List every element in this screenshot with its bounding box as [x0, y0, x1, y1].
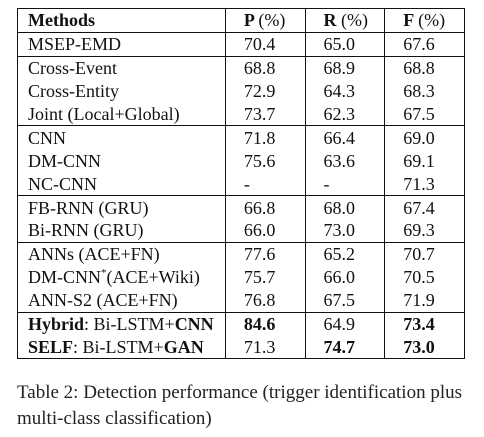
- method-cell: ANN-S2 (ACE+FN): [17, 288, 226, 313]
- recall-cell: 65.2: [304, 241, 386, 266]
- precision-cell: 68.8: [224, 55, 306, 80]
- method-cell: MSEP-EMD: [17, 31, 226, 57]
- method-cell: ANNs (ACE+FN): [17, 241, 226, 266]
- header-methods: Methods: [17, 8, 226, 33]
- precision-cell: 76.8: [224, 288, 306, 313]
- method-cell: CNN: [17, 125, 226, 150]
- table-row: Hybrid: Bi-LSTM+CNN 84.6 64.9 73.4: [17, 311, 465, 336]
- table-row: MSEP-EMD 70.4 65.0 67.6: [17, 31, 465, 57]
- precision-cell: 66.8: [224, 195, 306, 220]
- f1-cell: 67.4: [384, 195, 465, 220]
- method-cell: NC-CNN: [17, 172, 226, 196]
- f1-cell: 69.1: [384, 149, 465, 173]
- table-caption: Table 2: Detection performance (trigger …: [17, 382, 462, 429]
- f1-cell: 68.8: [384, 55, 465, 80]
- method-cell: Cross-Event: [17, 55, 226, 80]
- method-cell: DM-CNN*(ACE+Wiki): [17, 265, 226, 289]
- method-cell: Bi-RNN (GRU): [17, 219, 226, 243]
- method-cell: Hybrid: Bi-LSTM+CNN: [17, 311, 226, 336]
- recall-cell: 73.0: [304, 219, 386, 243]
- f1-cell: 67.5: [384, 102, 465, 126]
- f1-cell: 73.4: [384, 311, 465, 336]
- header-row: Methods P (%) R (%) F (%): [17, 8, 465, 33]
- precision-cell: 73.7: [224, 102, 306, 126]
- precision-cell: 84.6: [224, 311, 306, 336]
- precision-cell: 77.6: [224, 241, 306, 266]
- method-cell: SELF: Bi-LSTM+GAN: [17, 335, 226, 360]
- precision-cell: -: [224, 172, 306, 196]
- f1-cell: 70.5: [384, 265, 465, 289]
- f1-cell: 68.3: [384, 79, 465, 103]
- recall-cell: -: [304, 172, 386, 196]
- recall-cell: 66.0: [304, 265, 386, 289]
- detection-performance-table: Methods P (%) R (%) F (%) MSEP-EMD 70.4 …: [17, 8, 465, 360]
- table-row: ANNs (ACE+FN) 77.6 65.2 70.7: [17, 241, 465, 266]
- table-row: DM-CNN 75.6 63.6 69.1: [17, 149, 465, 173]
- header-recall: R (%): [304, 8, 386, 33]
- table-row: Cross-Event 68.8 68.9 68.8: [17, 55, 465, 80]
- precision-cell: 72.9: [224, 79, 306, 103]
- f1-cell: 67.6: [384, 31, 465, 57]
- table-row: Joint (Local+Global) 73.7 62.3 67.5: [17, 102, 465, 126]
- recall-cell: 63.6: [304, 149, 386, 173]
- table-row: DM-CNN*(ACE+Wiki) 75.7 66.0 70.5: [17, 265, 465, 289]
- f1-cell: 70.7: [384, 241, 465, 266]
- method-cell: Cross-Entity: [17, 79, 226, 103]
- f1-cell: 71.3: [384, 172, 465, 196]
- header-f1: F (%): [384, 8, 465, 33]
- f1-cell: 71.9: [384, 288, 465, 313]
- table-row: Cross-Entity 72.9 64.3 68.3: [17, 79, 465, 103]
- table-row: CNN 71.8 66.4 69.0: [17, 125, 465, 150]
- precision-cell: 71.8: [224, 125, 306, 150]
- method-cell: FB-RNN (GRU): [17, 195, 226, 220]
- table-row: SELF: Bi-LSTM+GAN 71.3 74.7 73.0: [17, 335, 465, 360]
- table-row: Bi-RNN (GRU) 66.0 73.0 69.3: [17, 219, 465, 243]
- recall-cell: 66.4: [304, 125, 386, 150]
- table-row: NC-CNN - - 71.3: [17, 172, 465, 196]
- f1-cell: 69.3: [384, 219, 465, 243]
- recall-cell: 74.7: [304, 335, 386, 360]
- recall-cell: 64.3: [304, 79, 386, 103]
- recall-cell: 67.5: [304, 288, 386, 313]
- table-row: ANN-S2 (ACE+FN) 76.8 67.5 71.9: [17, 288, 465, 313]
- f1-cell: 73.0: [384, 335, 465, 360]
- precision-cell: 75.6: [224, 149, 306, 173]
- table-row: FB-RNN (GRU) 66.8 68.0 67.4: [17, 195, 465, 220]
- precision-cell: 70.4: [224, 31, 306, 57]
- results-table-container: Methods P (%) R (%) F (%) MSEP-EMD 70.4 …: [17, 8, 465, 360]
- precision-cell: 75.7: [224, 265, 306, 289]
- recall-cell: 68.9: [304, 55, 386, 80]
- recall-cell: 65.0: [304, 31, 386, 57]
- recall-cell: 62.3: [304, 102, 386, 126]
- method-cell: DM-CNN: [17, 149, 226, 173]
- recall-cell: 68.0: [304, 195, 386, 220]
- precision-cell: 71.3: [224, 335, 306, 360]
- header-precision: P (%): [224, 8, 306, 33]
- precision-cell: 66.0: [224, 219, 306, 243]
- f1-cell: 69.0: [384, 125, 465, 150]
- recall-cell: 64.9: [304, 311, 386, 336]
- method-cell: Joint (Local+Global): [17, 102, 226, 126]
